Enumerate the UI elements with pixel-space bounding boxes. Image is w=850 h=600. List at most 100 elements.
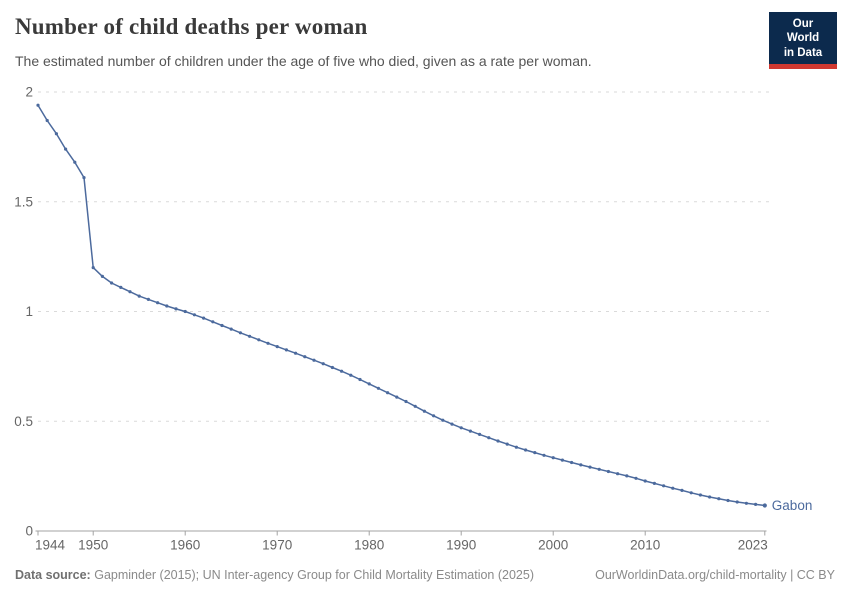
data-point <box>413 404 417 408</box>
credit-link[interactable]: OurWorldinData.org/child-mortality | CC … <box>595 568 835 582</box>
data-point <box>588 465 592 469</box>
data-point <box>73 160 77 164</box>
x-axis-tick-label: 1944 <box>35 538 66 553</box>
series-gabon[interactable] <box>36 103 767 508</box>
data-point <box>358 377 362 382</box>
x-axis-tick-label: 1960 <box>170 538 200 553</box>
data-point <box>616 472 620 476</box>
data-point <box>82 176 86 180</box>
data-point <box>625 474 629 478</box>
data-point <box>524 448 528 452</box>
data-point <box>496 439 500 443</box>
data-point <box>441 418 445 422</box>
data-point <box>643 479 647 483</box>
data-point <box>248 334 252 338</box>
data-point <box>202 316 206 320</box>
data-point <box>229 327 233 331</box>
x-axis-tick-label: 1970 <box>262 538 292 553</box>
data-point <box>137 294 141 298</box>
series-line[interactable] <box>37 104 765 507</box>
data-point <box>165 304 169 308</box>
data-point <box>551 456 555 460</box>
data-point <box>671 486 675 490</box>
owid-logo-red-bar <box>769 64 837 70</box>
data-point <box>36 103 40 107</box>
x-axis-tick-label: 1990 <box>446 538 476 553</box>
data-point <box>294 351 298 355</box>
data-point <box>54 132 59 136</box>
data-point <box>662 484 666 488</box>
data-point <box>284 348 288 352</box>
data-point <box>321 362 325 366</box>
data-point <box>468 429 472 433</box>
data-point <box>220 323 224 328</box>
data-point <box>606 469 611 474</box>
data-point <box>689 491 693 495</box>
owid-logo-line1: Our World <box>786 18 820 45</box>
data-point <box>542 453 546 457</box>
owid-logo-line2: in Data <box>783 46 823 59</box>
data-point <box>110 281 114 285</box>
data-point <box>762 503 767 508</box>
data-point <box>717 497 721 501</box>
data-point <box>376 386 380 390</box>
data-point <box>726 498 730 503</box>
chart-subtitle: The estimated number of children under t… <box>15 53 592 69</box>
data-point <box>533 451 537 455</box>
data-point <box>192 313 196 317</box>
y-axis-tick-label: 0 <box>25 524 33 539</box>
data-point <box>514 445 519 449</box>
page-title: Number of child deaths per woman <box>15 14 368 39</box>
data-point <box>156 301 160 305</box>
data-point <box>735 500 739 504</box>
data-point <box>395 395 399 399</box>
data-point <box>183 309 187 314</box>
data-point <box>680 488 684 492</box>
data-point <box>652 481 657 485</box>
y-axis-tick-label: 1 <box>25 304 33 319</box>
data-point <box>211 320 215 324</box>
data-point <box>174 307 178 311</box>
data-point <box>312 358 316 362</box>
data-point <box>708 495 712 499</box>
data-point <box>404 399 408 404</box>
x-axis-tick-label: 2023 <box>738 538 768 553</box>
data-point <box>367 382 371 386</box>
data-point <box>64 147 68 151</box>
data-point <box>422 409 426 413</box>
data-point <box>238 331 242 335</box>
owid-logo: Our World in Data <box>769 12 837 70</box>
data-point <box>386 391 390 395</box>
chart-footer: Data source: Gapminder (2015); UN Inter-… <box>15 568 835 582</box>
data-point <box>579 463 583 467</box>
data-point <box>505 442 509 446</box>
data-point <box>100 274 104 278</box>
x-axis-tick-label: 1950 <box>78 538 108 553</box>
y-axis-tick-label: 0.5 <box>14 414 33 429</box>
x-axis-tick-label: 2000 <box>538 538 568 553</box>
x-axis-tick-label: 2010 <box>630 538 660 553</box>
data-point <box>570 460 574 465</box>
data-point <box>560 458 565 462</box>
data-point <box>349 373 353 377</box>
data-point <box>597 467 601 471</box>
data-point <box>340 369 344 373</box>
data-source-text: Gapminder (2015); UN Inter-agency Group … <box>94 568 534 582</box>
y-axis-tick-label: 1.5 <box>14 194 33 209</box>
data-point <box>275 345 279 349</box>
data-point <box>330 365 334 370</box>
data-point <box>754 502 758 506</box>
data-point <box>303 355 307 359</box>
data-point <box>744 501 749 505</box>
data-point <box>450 422 454 426</box>
data-point <box>119 285 123 289</box>
data-point <box>634 476 638 480</box>
data-point <box>459 426 463 430</box>
data-point <box>432 414 436 418</box>
data-point <box>478 432 482 436</box>
data-point <box>257 338 261 342</box>
data-source-label: Data source: <box>15 568 91 582</box>
data-point <box>487 436 491 440</box>
